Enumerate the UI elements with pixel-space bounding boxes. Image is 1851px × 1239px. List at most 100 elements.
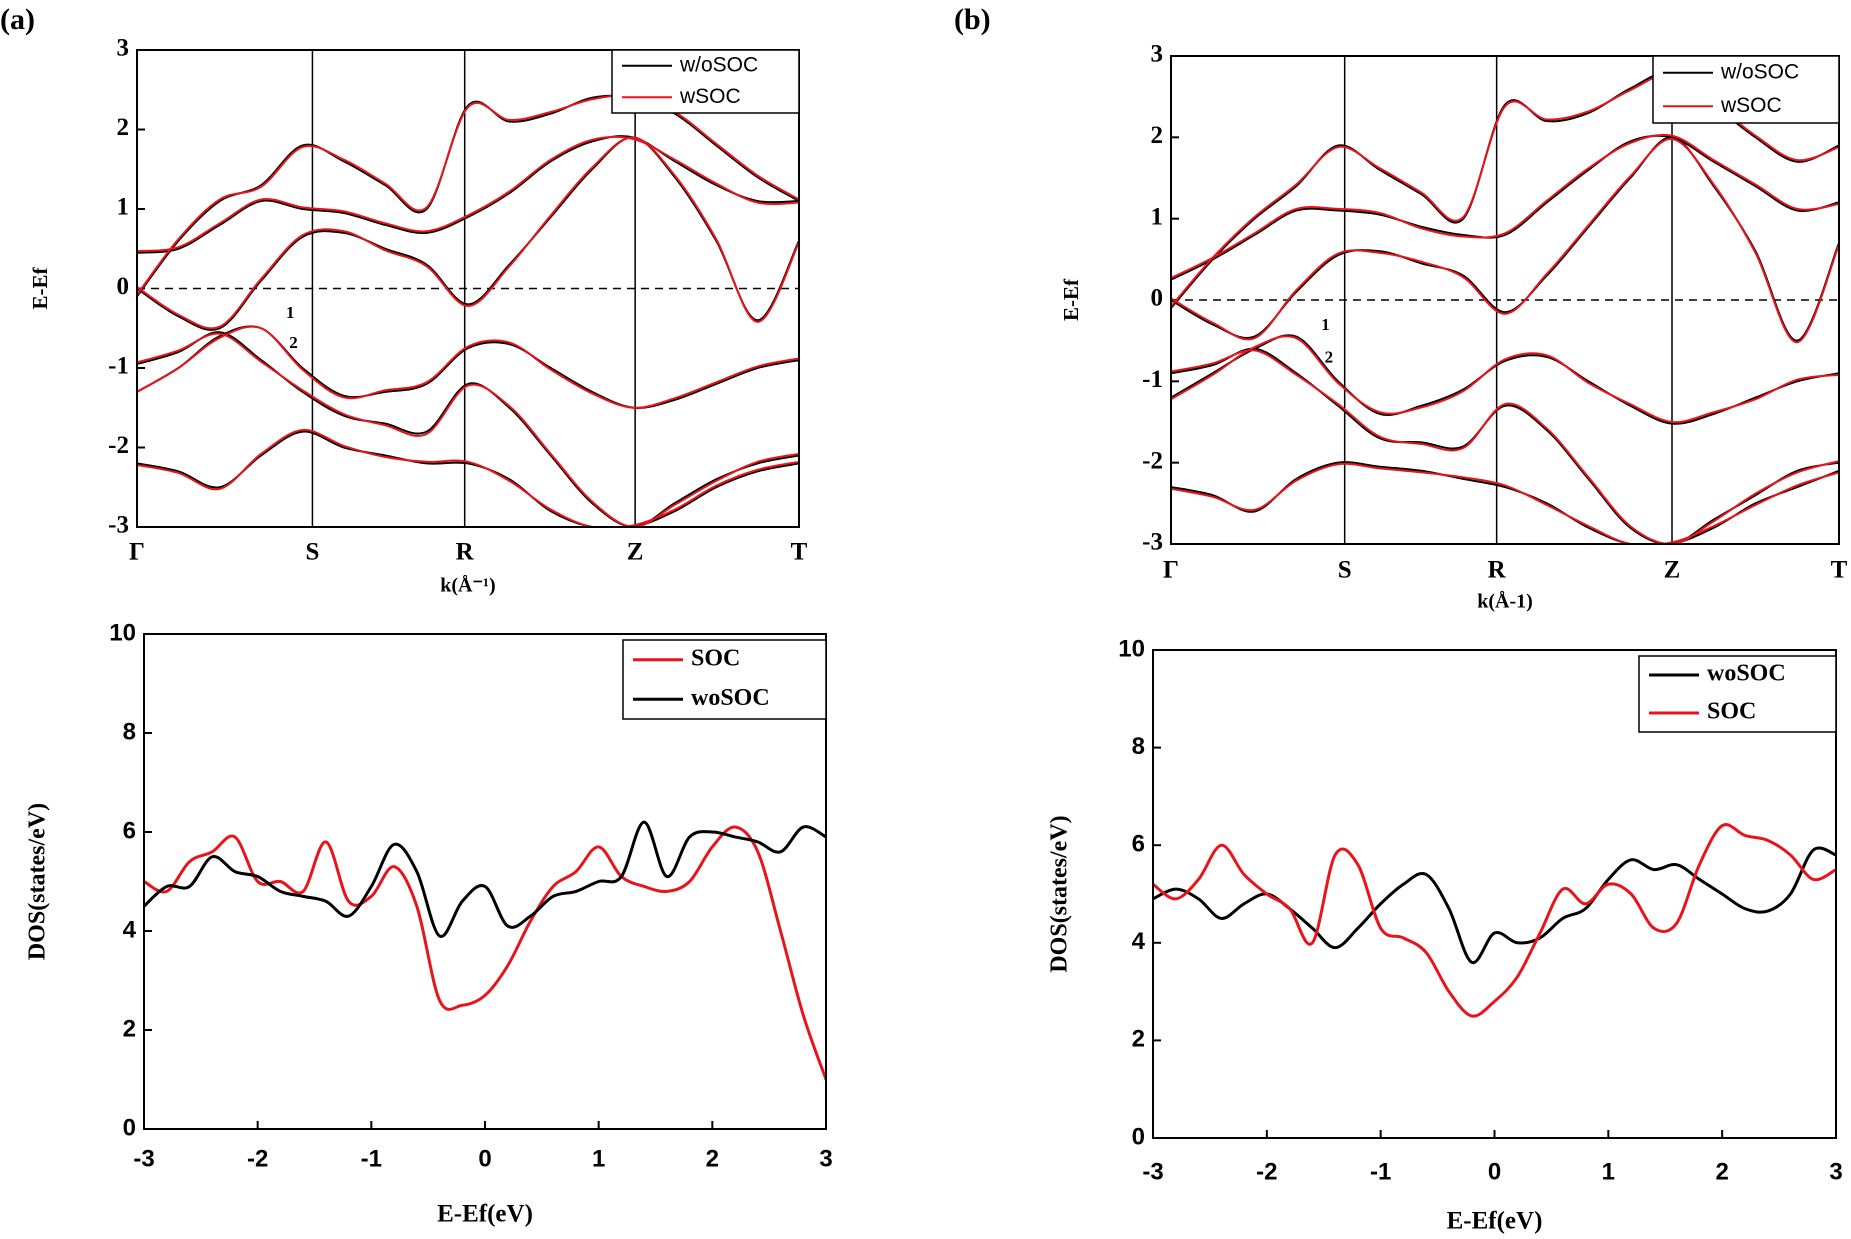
- x-tick-label: 1: [1602, 1158, 1615, 1185]
- x-tick-label: -2: [1256, 1158, 1277, 1185]
- panel-label: (b): [954, 3, 991, 36]
- band-line: [1171, 133, 1839, 279]
- band-line: [137, 135, 799, 254]
- y-tick-label: 3: [1151, 41, 1164, 68]
- x-tick-label: 0: [478, 1145, 491, 1172]
- band-line: [137, 94, 799, 296]
- y-tick-label: -1: [108, 353, 129, 380]
- y-tick-label: 10: [109, 619, 136, 646]
- chart-panel: (b) -3 -2 -1 0 1 2 3 Γ S R Z T 1 2 k(Å-1) E-Ef w/oSOC wSOC: [954, 3, 1848, 613]
- band-line: [137, 94, 799, 298]
- y-tick-label: -3: [1142, 529, 1163, 556]
- legend-label: woSOC: [691, 685, 770, 711]
- x-tick-label: 1: [592, 1145, 605, 1172]
- plot-data: [144, 820, 826, 1081]
- y-tick-label: 6: [123, 817, 136, 844]
- y-tick-label: 0: [123, 1114, 136, 1141]
- band-line: [137, 430, 799, 527]
- x-tick-label: Γ: [129, 539, 145, 566]
- dos-line: [1153, 823, 1836, 1018]
- x-tick-label: Z: [1664, 557, 1681, 584]
- band-line: [1171, 335, 1839, 424]
- y-tick-label: 6: [1132, 831, 1145, 858]
- y-tick-label: 2: [1132, 1026, 1145, 1053]
- dos-line: [144, 825, 826, 1081]
- plot-frame: [143, 633, 827, 1130]
- annotation: 2: [1325, 347, 1334, 366]
- y-tick-label: -1: [1142, 366, 1163, 393]
- y-tick-label: 10: [1118, 635, 1145, 662]
- y-tick-label: 0: [117, 273, 130, 300]
- band-line: [1171, 334, 1839, 425]
- x-tick-label: -2: [247, 1145, 268, 1172]
- y-tick-label: 8: [1132, 733, 1145, 760]
- dos-line: [1153, 846, 1836, 964]
- legend-label: wSOC: [1720, 94, 1782, 117]
- chart-panel: (a) -3 -2 -1 0 1 2 3 Γ S R Z T 1 2 k(Å⁻¹) E-Ef w/oSOC wSOC: [0, 3, 808, 597]
- x-tick-label: 3: [1829, 1158, 1842, 1185]
- y-tick-label: -2: [1142, 447, 1163, 474]
- y-tick-label: 3: [117, 35, 130, 62]
- x-tick-label: -3: [133, 1145, 154, 1172]
- plot-frame: [1152, 649, 1837, 1139]
- legend-box: [611, 49, 800, 114]
- x-axis-title: E-Ef(eV): [437, 1201, 533, 1228]
- x-tick-label: R: [1488, 557, 1507, 584]
- y-axis-title: E-Ef: [1059, 278, 1083, 321]
- y-tick-label: 4: [123, 916, 137, 943]
- y-tick-label: -3: [108, 512, 129, 539]
- band-line: [137, 332, 799, 527]
- y-tick-label: -2: [108, 432, 129, 459]
- x-tick-label: R: [456, 539, 475, 566]
- x-tick-label: 0: [1488, 1158, 1501, 1185]
- plot-data: [1153, 823, 1836, 1018]
- band-line: [1171, 347, 1839, 544]
- dos-line: [144, 820, 826, 938]
- chart-panel: 0 2 4 6 8 10 -3 -2 -1 0 1 2 3 E-Ef(eV) DOS(states/eV) w…: [1047, 635, 1843, 1234]
- y-tick-label: 1: [117, 194, 130, 221]
- legend-box: [1638, 655, 1837, 733]
- y-tick-label: 2: [117, 114, 130, 141]
- y-tick-label: 2: [1151, 122, 1164, 149]
- annotation: 1: [1321, 315, 1330, 334]
- x-tick-label: S: [305, 539, 319, 566]
- x-tick-label: 2: [1715, 1158, 1728, 1185]
- y-axis-title: E-Ef: [28, 266, 52, 309]
- x-tick-label: -3: [1142, 1158, 1163, 1185]
- x-axis-title: E-Ef(eV): [1447, 1208, 1543, 1235]
- band-line: [1171, 137, 1839, 344]
- x-tick-label: Γ: [1163, 557, 1179, 584]
- band-line: [137, 325, 799, 409]
- chart-panel: 0 2 4 6 8 10 -3 -2 -1 0 1 2 3 E-Ef(eV) DOS(states/eV) S…: [25, 619, 833, 1227]
- annotation: 2: [289, 333, 298, 352]
- legend-label: wSOC: [679, 85, 741, 108]
- plot-frame: [136, 49, 800, 528]
- panel-label: (a): [0, 3, 35, 36]
- annotation: 1: [286, 303, 295, 322]
- x-tick-label: T: [1831, 557, 1848, 584]
- band-line: [137, 135, 799, 253]
- legend-label: woSOC: [1707, 661, 1786, 687]
- legend-box: [1652, 55, 1840, 124]
- x-tick-label: T: [791, 539, 808, 566]
- y-tick-label: 1: [1151, 203, 1164, 230]
- y-tick-label: 2: [123, 1015, 136, 1042]
- band-line: [137, 331, 799, 527]
- y-tick-label: 0: [1132, 1123, 1145, 1150]
- legend-label: SOC: [1707, 699, 1756, 725]
- x-tick-label: 2: [706, 1145, 719, 1172]
- y-tick-label: 0: [1151, 285, 1164, 312]
- legend-label: w/oSOC: [679, 53, 758, 76]
- y-axis-title: DOS(states/eV): [1047, 815, 1073, 972]
- x-tick-label: -1: [361, 1145, 382, 1172]
- x-axis-title: k(Å-1): [1477, 590, 1533, 613]
- band-line: [1171, 462, 1839, 544]
- y-tick-label: 4: [1132, 928, 1146, 955]
- legend-box: [622, 639, 827, 720]
- band-line: [1171, 349, 1839, 544]
- legend-label: w/oSOC: [1720, 60, 1799, 83]
- band-line: [137, 136, 799, 330]
- plot-data: [137, 94, 799, 527]
- plot-data: [1171, 70, 1839, 544]
